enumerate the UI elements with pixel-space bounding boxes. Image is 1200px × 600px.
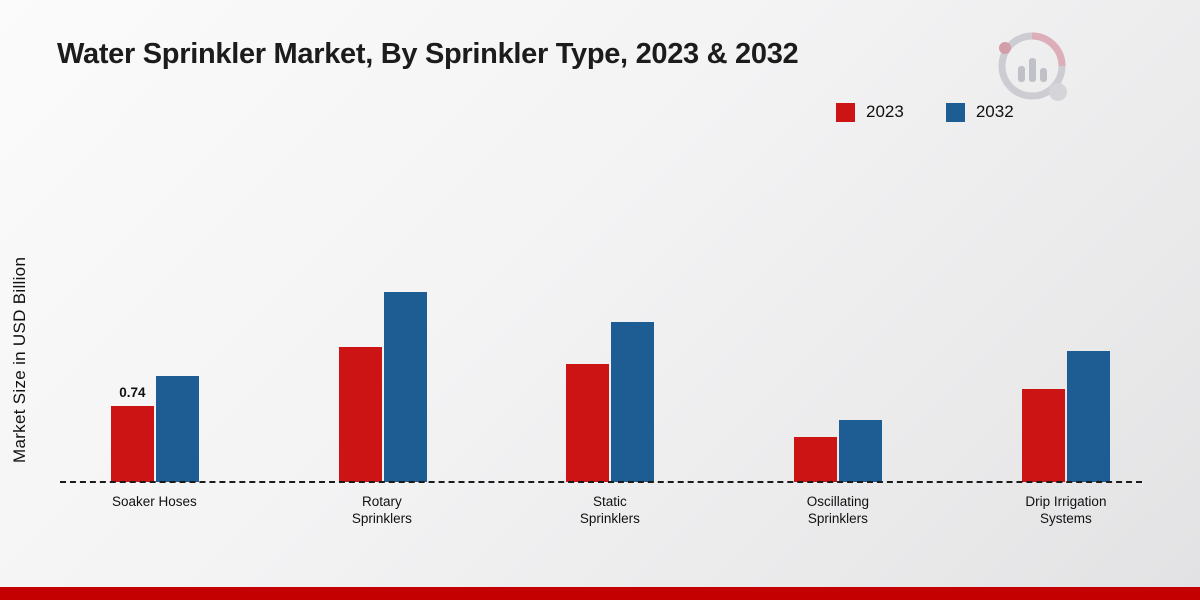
bar-groups: 0.74 — [41, 0, 1180, 482]
category-labels: Soaker Hoses Rotary Sprinklers Static Spri… — [41, 494, 1180, 528]
bar-2023-rotary-sprinklers — [338, 347, 382, 482]
legend-swatch-2032 — [945, 102, 965, 122]
bar-2023-drip-irrigation-systems — [1022, 389, 1066, 482]
logo-watermark — [992, 26, 1074, 110]
bar-2023-soaker-hoses: 0.74 — [110, 385, 154, 482]
bar-2032-rotary-sprinklers — [383, 292, 427, 482]
bar-group-oscillating-sprinklers — [794, 420, 883, 482]
legend-swatch-2023 — [836, 102, 855, 122]
bar-group-rotary-sprinklers — [338, 292, 427, 482]
bar-2032-soaker-hoses — [155, 376, 199, 482]
bar-2023-oscillating-sprinklers — [794, 437, 838, 482]
bar-group-drip-irrigation-systems — [1022, 351, 1111, 482]
chart-title: Water Sprinkler Market, By Sprinkler Typ… — [57, 38, 799, 70]
category-label-rotary-sprinklers: Rotary Sprinklers — [351, 494, 412, 526]
y-axis-label: Market Size in USD Billion — [10, 256, 29, 464]
category-label-soaker-hoses: Soaker Hoses — [112, 494, 197, 509]
x-axis-baseline — [60, 481, 1142, 483]
bar-group-soaker-hoses: 0.74 — [110, 376, 199, 482]
bar-2032-drip-irrigation-systems — [1067, 351, 1111, 482]
bar-2032-oscillating-sprinklers — [839, 420, 883, 482]
category-label-drip-irrigation-systems: Drip Irrigation Systems — [1025, 494, 1107, 526]
footer-strip — [0, 587, 1200, 600]
bar-2023-static-sprinklers — [566, 364, 610, 482]
bar-group-static-sprinklers — [566, 322, 655, 482]
legend-label-2032: 2032 — [975, 102, 1014, 121]
legend-item-2032: 2032 — [945, 102, 1014, 122]
bar-value-label: 0.74 — [119, 385, 146, 400]
bar-2032-static-sprinklers — [611, 322, 655, 482]
category-label-static-sprinklers: Static Sprinklers — [579, 494, 640, 526]
category-label-oscillating-sprinklers: Oscillating Sprinklers — [806, 494, 870, 526]
legend: 2023 2032 — [836, 102, 1014, 122]
legend-label-2023: 2023 — [866, 102, 904, 121]
legend-item-2023: 2023 — [836, 102, 904, 122]
